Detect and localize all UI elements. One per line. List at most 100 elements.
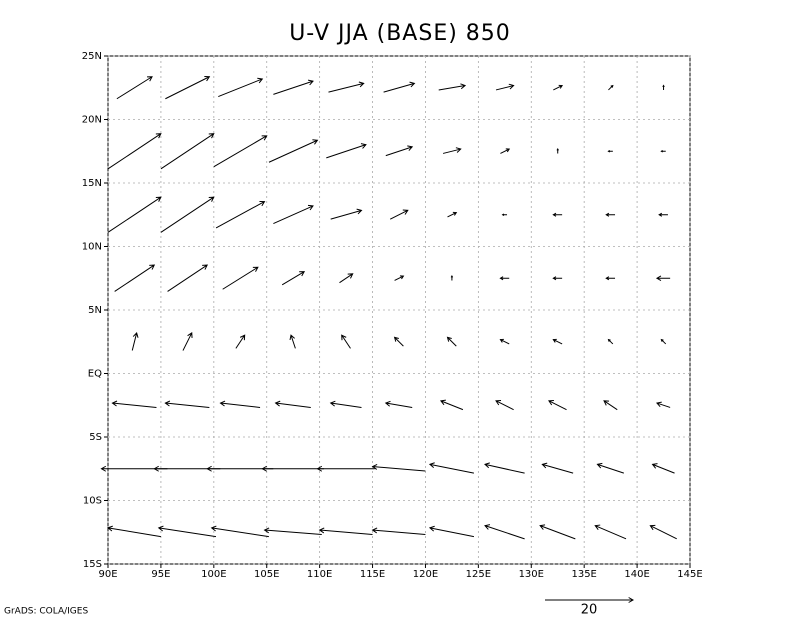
wind-vector [167, 264, 208, 292]
wind-vector [160, 196, 215, 233]
wind-vector [281, 271, 306, 286]
x-tick-label: 105E [254, 569, 279, 580]
footer: GrADS: COLA/IGES [4, 607, 88, 617]
wind-vector [393, 336, 404, 347]
wind-vector [261, 465, 324, 472]
x-tick-label: 130E [519, 569, 544, 580]
x-tick-label: 145E [677, 569, 702, 580]
y-tick-label: 25N [82, 51, 102, 62]
y-tick-label: 15S [83, 559, 102, 570]
wind-vector [541, 462, 574, 474]
wind-vector [329, 400, 362, 408]
wind-vector [371, 527, 426, 535]
wind-vector [218, 77, 264, 98]
wind-vector [213, 135, 268, 168]
wind-vector [263, 527, 322, 535]
x-tick-label: 90E [98, 569, 117, 580]
wind-vector [371, 463, 426, 472]
wind-vector [215, 200, 266, 229]
wind-vector [222, 266, 259, 290]
wind-vector [499, 338, 510, 345]
wind-vector [651, 463, 675, 474]
wind-vector [446, 336, 457, 347]
wind-vector [131, 331, 139, 351]
wind-vector [383, 81, 416, 93]
wind-vector [552, 276, 563, 281]
x-tick-label: 115E [360, 569, 385, 580]
wind-vector [182, 332, 193, 351]
wind-vector [660, 338, 667, 345]
wind-vector [484, 462, 525, 474]
wind-vector [164, 400, 210, 408]
wind-vector [438, 83, 467, 91]
wind-vector [655, 275, 671, 281]
x-tick-label: 125E [466, 569, 491, 580]
wind-vector [603, 400, 618, 411]
y-tick-label: 10S [83, 496, 102, 507]
wind-vector [268, 139, 319, 163]
y-tick-label: 5S [89, 432, 102, 443]
wind-vector [608, 84, 614, 91]
x-tick-label: 135E [571, 569, 596, 580]
wind-vector [273, 79, 314, 95]
wind-vector [389, 209, 409, 220]
wind-vector [273, 204, 314, 225]
reference-label: 20 [581, 603, 598, 618]
wind-vector [548, 400, 567, 411]
wind-vector [385, 145, 414, 157]
wind-vector [450, 275, 454, 281]
wind-vector [495, 400, 514, 411]
wind-vector [107, 525, 161, 538]
y-tick-label: 15N [82, 178, 102, 189]
wind-vector [484, 524, 525, 540]
wind-vector [556, 148, 559, 154]
wind-vector [605, 212, 616, 217]
x-tick-label: 95E [151, 569, 170, 580]
wind-vector [499, 276, 510, 281]
wind-vector [328, 81, 365, 93]
chart-title: U-V JJA (BASE) 850 [289, 21, 511, 46]
wind-vector [495, 83, 515, 91]
wind-vector [289, 334, 296, 349]
wind-vector [552, 212, 563, 217]
wind-vector [447, 211, 458, 218]
wind-vector [318, 527, 373, 535]
wind-vector [649, 524, 677, 540]
y-tick-label: 10N [82, 242, 102, 253]
wind-vector [116, 76, 153, 100]
wind-vector [501, 213, 508, 216]
wind-vector [660, 150, 666, 153]
x-tick-label: 100E [201, 569, 226, 580]
wind-vector [210, 525, 269, 538]
x-tick-label: 110E [307, 569, 332, 580]
wind-vector [428, 462, 475, 474]
wind-vector [339, 273, 354, 284]
y-tick-label: 5N [88, 305, 102, 316]
wind-vector [539, 524, 576, 540]
wind-vector [111, 400, 157, 408]
wind-vector [655, 401, 671, 408]
wind-vector [442, 147, 462, 154]
wind-vector [114, 264, 156, 292]
wind-vector [607, 150, 613, 153]
y-tick-label: 20N [82, 115, 102, 126]
wind-vector [160, 133, 215, 170]
wind-vector [394, 275, 405, 281]
wind-vector [330, 208, 363, 220]
wind-vector [658, 212, 668, 217]
wind-vector [500, 148, 511, 154]
x-tick-label: 120E [413, 569, 438, 580]
wind-vector [274, 400, 311, 408]
reference-vector [545, 597, 635, 603]
wind-vector [596, 462, 624, 474]
wind-vector [219, 400, 261, 408]
wind-vector [165, 75, 211, 100]
wind-vector [326, 143, 367, 159]
wind-vector [235, 334, 246, 349]
x-tick-label: 140E [624, 569, 649, 580]
wind-vector [316, 465, 375, 472]
wind-vector [107, 133, 162, 170]
wind-vector [439, 399, 464, 411]
wind-vector [157, 525, 217, 538]
wind-vector [428, 525, 475, 538]
